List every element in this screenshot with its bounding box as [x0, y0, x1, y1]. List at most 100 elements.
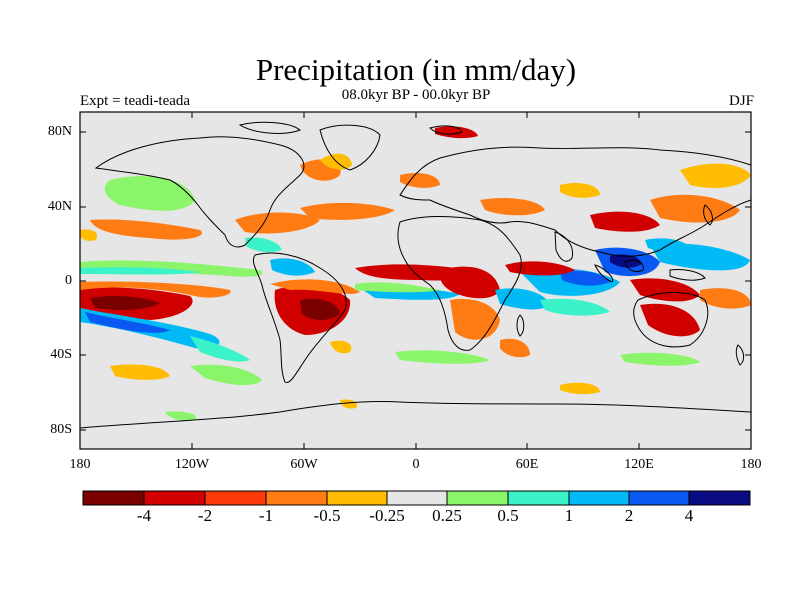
lon-tick-label: 60W: [290, 457, 318, 472]
patch-maritime-dark: [610, 254, 642, 268]
patch-antarctic-yellow: [340, 399, 358, 409]
patch-south-atlantic-orange: [330, 340, 352, 354]
patch-east-asia-orange: [650, 194, 740, 223]
colorbar-box-10: [628, 490, 690, 506]
patch-indian-ocean-teal: [540, 298, 610, 316]
coastlines: [79, 121, 752, 429]
patch-pacific-orange-ring: [80, 281, 231, 298]
patch-arctic-dry: [435, 126, 478, 139]
patch-siberia-orange: [560, 183, 600, 198]
anomaly-patches: [80, 126, 751, 421]
lat-tick-label: 80S: [50, 422, 72, 437]
coastline-india: [554, 231, 574, 262]
patch-south-america-orange: [270, 279, 360, 294]
season-label: DJF: [728, 93, 754, 109]
patch-central-pacific-very-dry: [90, 295, 160, 311]
patch-hawaii-orange: [80, 229, 98, 241]
patch-south-pacific-green: [190, 364, 262, 386]
colorbar-box-1: [82, 490, 145, 506]
colorbar-box-8: [507, 490, 570, 506]
lon-tick-label: 0: [412, 457, 420, 472]
coastline-sumatra: [594, 264, 614, 283]
coastline-eurasia: [399, 146, 752, 257]
coastline-greenland: [319, 124, 381, 171]
patch-pacific-strong-wet: [85, 312, 170, 333]
coastline-antarctica: [79, 401, 752, 429]
patch-pacific-teal: [190, 336, 250, 362]
coastline-north-america: [94, 136, 305, 248]
tick-marks: [79, 112, 752, 449]
colorbar-label: -4: [136, 506, 152, 525]
patch-australia-orange: [700, 288, 751, 309]
patch-maritime-dry: [630, 278, 700, 302]
coastline-svalbard: [429, 125, 463, 135]
patch-southern-africa-orange: [450, 298, 500, 340]
patch-pacific-teal-north: [80, 267, 200, 275]
colorbar-box-4: [265, 490, 328, 506]
lat-tick-label: 40S: [50, 347, 72, 362]
figure-title: Precipitation (in mm/day): [255, 52, 577, 87]
coastline-madagascar: [516, 314, 525, 337]
coastline-australia: [633, 292, 709, 348]
coastline-south-america: [252, 252, 347, 384]
patch-southern-ocean-green-east: [620, 352, 700, 366]
patch-north-africa-orange: [480, 198, 545, 216]
map-panel: [79, 111, 752, 450]
colorbar-label: 4: [684, 506, 694, 525]
patch-north-atlantic-orange: [300, 202, 395, 220]
patch-south-pacific-yellow: [110, 364, 170, 380]
patch-north-east-asia-orange: [680, 163, 751, 188]
colorbar-box-6: [386, 490, 448, 506]
coastline-new-guinea: [669, 269, 706, 281]
colorbar-label: 2: [624, 506, 634, 525]
patch-australia-dry: [640, 303, 700, 337]
patch-north-pacific-orange: [90, 219, 202, 240]
colorbar-box-9: [568, 490, 630, 506]
patch-atlantic-orange-north: [235, 212, 320, 234]
colorbar-label: -1: [258, 506, 274, 525]
lat-tick-label: 40N: [47, 199, 72, 214]
patch-south-america-very-dry: [300, 298, 340, 320]
lon-tick-label: 120W: [174, 457, 210, 472]
colorbar-label: -0.5: [313, 506, 341, 525]
patch-southern-ocean-green: [395, 350, 490, 364]
colorbar-box-5: [326, 490, 388, 506]
lon-tick-label: 180: [69, 457, 91, 472]
patch-africa-dry: [439, 266, 500, 299]
patch-east-asia-dry: [590, 211, 660, 232]
colorbar-label: 0.25: [432, 506, 462, 525]
colorbar-label: 1: [564, 506, 574, 525]
coastline-arctic-canada: [238, 121, 301, 134]
patch-mozambique-orange: [500, 338, 530, 358]
coastline-africa: [397, 216, 522, 351]
coastline-japan: [703, 204, 713, 226]
patch-amazon-wet: [270, 258, 315, 276]
lon-tick-label: 120E: [624, 457, 654, 472]
colorbar: [82, 490, 751, 506]
patch-southern-ocean-yellow: [560, 382, 600, 395]
patch-pacific-green-north: [80, 260, 263, 277]
colorbar-box-3: [204, 490, 267, 506]
patch-antarctic-green: [165, 411, 196, 421]
patch-caribbean-wet: [245, 237, 282, 253]
colorbar-label: 0.5: [497, 506, 519, 525]
lat-tick-label: 80N: [47, 124, 72, 139]
patch-indian-ocean-dark: [560, 270, 610, 286]
patch-atlantic-equator-green: [355, 282, 440, 293]
lon-tick-label: 180: [740, 457, 762, 472]
colorbar-box-7: [446, 490, 509, 506]
experiment-label: Expt = teadi-teada: [80, 93, 191, 109]
coastline-new-zealand: [735, 344, 745, 366]
lat-tick-label: 0: [65, 273, 72, 288]
colorbar-label: -0.25: [369, 506, 405, 525]
figure-subtitle: 08.0kyr BP - 00.0kyr BP: [341, 87, 491, 103]
colorbar-label: -2: [197, 506, 213, 525]
patch-indian-ocean-dry: [505, 261, 575, 276]
lon-tick-label: 60E: [515, 457, 539, 472]
colorbar-box-11: [688, 490, 751, 506]
patch-europe-orange: [400, 173, 440, 188]
patch-north-pacific-green: [104, 176, 195, 211]
colorbar-box-2: [143, 490, 206, 506]
coastline-borneo: [624, 259, 644, 273]
